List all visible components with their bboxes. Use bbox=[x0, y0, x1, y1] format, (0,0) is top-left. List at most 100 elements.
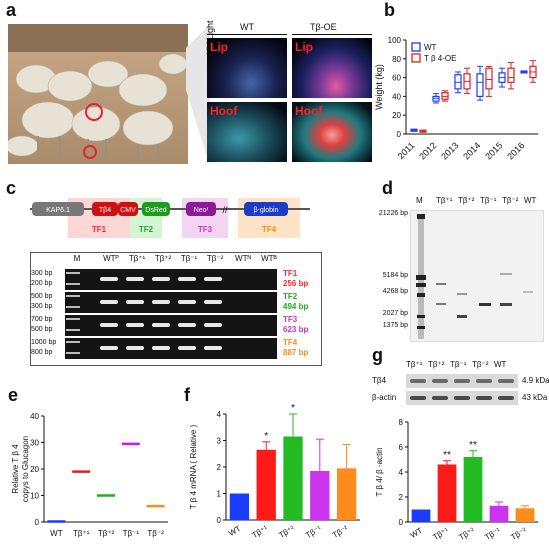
uv-lip-oe: Lip bbox=[292, 38, 372, 98]
x-tick-label: Tβ⁻¹ bbox=[483, 526, 502, 542]
transgene-copy-plot: 0 10 20 30 40 Relative T β 4 copys to Glucagon… bbox=[11, 412, 168, 538]
x-tick-label: Tβ⁺¹ bbox=[431, 526, 450, 542]
x-tick-label: WT bbox=[227, 524, 242, 538]
y-tick-label: 2 bbox=[217, 463, 222, 472]
tf-label: TF1 bbox=[92, 225, 107, 234]
tb4-element bbox=[92, 202, 118, 216]
tf-size: 623 bp bbox=[283, 325, 309, 334]
pcr-band bbox=[178, 300, 196, 304]
bar bbox=[256, 449, 276, 520]
lane-label: Tβ⁻² bbox=[206, 254, 224, 263]
tb4-element-label: Tβ4 bbox=[99, 207, 111, 214]
pcr-band bbox=[152, 300, 170, 304]
legend-label: T β 4-OE bbox=[424, 54, 456, 63]
pcr-band bbox=[100, 346, 118, 350]
ladder-band bbox=[66, 341, 80, 343]
pcr-band bbox=[152, 277, 170, 281]
western-rows: Tβ4 4.9 kDa β-actin 43 kDa bbox=[372, 374, 549, 410]
lane-label: Tβ⁺² bbox=[458, 196, 475, 205]
lane-label: Tβ⁻¹ bbox=[480, 196, 497, 205]
significance-mark: * bbox=[291, 403, 295, 414]
pcr-band bbox=[204, 323, 222, 327]
cmv-element bbox=[118, 202, 138, 216]
hoof-label: Hoof bbox=[210, 104, 238, 118]
x-tick-label: Tβ⁺¹ bbox=[251, 524, 270, 540]
y-tick-label: 0 bbox=[399, 518, 404, 527]
cmv-element-label: CMV bbox=[120, 207, 136, 214]
protein-bar-chart: 0 2 4 6 8 T β 4/ β -actin WT ** Tβ⁺¹ ** Tβ⁺² Tβ⁻¹ Tβ… bbox=[375, 418, 538, 542]
blot-row-label: Tβ4 bbox=[372, 376, 386, 385]
significance-mark: ** bbox=[443, 450, 451, 461]
tf-size: 494 bp bbox=[283, 302, 309, 311]
blot-size: 4.9 kDa bbox=[522, 376, 549, 385]
uv-hoof-oe: Hoof bbox=[292, 102, 372, 162]
lane-label: M bbox=[416, 196, 423, 205]
x-tick-label: Tβ⁻² bbox=[509, 526, 528, 542]
panel-label-g: g bbox=[372, 345, 383, 365]
gel-strip bbox=[65, 315, 277, 336]
lane-label: Tβ⁻² bbox=[472, 360, 489, 369]
goat-herd-photo bbox=[8, 24, 188, 164]
size-marker: 1375 bp bbox=[382, 322, 408, 329]
blot-size: 43 kDa bbox=[522, 393, 548, 402]
y-axis-label: T β 4/ β -actin bbox=[375, 447, 384, 496]
break-mark: // bbox=[222, 205, 228, 215]
panel-label-c: c bbox=[6, 178, 17, 198]
x-tick-label: Tβ⁺² bbox=[457, 526, 476, 542]
ladder-band bbox=[66, 295, 80, 297]
dsred-element-label: DsRed bbox=[145, 207, 167, 214]
bar bbox=[411, 509, 431, 522]
ladder-band bbox=[66, 283, 80, 285]
lane-label: Tβ⁻¹ bbox=[450, 360, 467, 369]
y-tick-label: 20 bbox=[392, 111, 401, 120]
blot-band bbox=[498, 379, 514, 383]
y-tick-label: 3 bbox=[217, 437, 222, 446]
lane-label: WTᴺ bbox=[235, 254, 251, 263]
size-marker: 500 bp bbox=[31, 293, 53, 300]
bar bbox=[437, 464, 457, 522]
y-axis-label: Relative T β 4 bbox=[11, 444, 20, 494]
y-tick-label: 10 bbox=[30, 492, 39, 501]
blot-strip bbox=[406, 391, 518, 405]
western-lane-labels: Tβ⁺¹ Tβ⁺² Tβ⁻¹ Tβ⁻² WT bbox=[406, 360, 516, 372]
pcr-band bbox=[178, 323, 196, 327]
box bbox=[507, 67, 515, 83]
ladder-band bbox=[66, 272, 80, 274]
bar bbox=[515, 508, 535, 522]
tf-label: TF4 bbox=[262, 225, 277, 234]
bar bbox=[229, 493, 250, 520]
lane-label: Tβ⁺² bbox=[154, 254, 172, 263]
pcr-band bbox=[152, 323, 170, 327]
panel-label-b: b bbox=[384, 0, 395, 20]
kap61-element-label: KAP6.1 bbox=[46, 207, 70, 214]
pcr-band bbox=[204, 300, 222, 304]
y-tick-label: 2 bbox=[399, 493, 404, 502]
pcr-band bbox=[126, 346, 144, 350]
blot-band bbox=[454, 396, 470, 400]
blot-band bbox=[432, 379, 448, 383]
box bbox=[476, 73, 484, 97]
y-tick-label: 0 bbox=[397, 130, 402, 139]
pcr-band bbox=[178, 346, 196, 350]
x-tick-label: WT bbox=[409, 526, 424, 540]
size-marker: 700 bp bbox=[31, 316, 53, 323]
tf-size: 887 bp bbox=[283, 348, 309, 357]
neo-element bbox=[186, 202, 216, 216]
y-tick-label: 6 bbox=[399, 443, 404, 452]
y-tick-label: 4 bbox=[399, 468, 404, 477]
x-tick-label: Tβ⁺¹ bbox=[73, 529, 90, 538]
pcr-gel-frame: M WTᴾ Tβ⁺¹ Tβ⁺² Tβ⁻¹ Tβ⁻² WTᴺ WTᴮ 300 bp 200 bp T… bbox=[30, 252, 322, 366]
lane-label: WT bbox=[524, 196, 537, 205]
size-marker: 1000 bp bbox=[31, 339, 57, 346]
x-tick-label: 2014 bbox=[461, 140, 482, 161]
y-tick-label: 8 bbox=[399, 418, 404, 427]
blot-row-label: β-actin bbox=[372, 393, 397, 402]
lane-label: WTᴾ bbox=[103, 254, 119, 263]
x-tick-label: 2012 bbox=[417, 140, 438, 161]
blot-strip bbox=[406, 374, 518, 388]
tf-size: 256 bp bbox=[283, 279, 309, 288]
ladder-band bbox=[66, 329, 80, 331]
col-label-oe: Tβ-OE bbox=[310, 22, 337, 32]
lane-label: Tβ⁻¹ bbox=[180, 254, 198, 263]
panel-label-f: f bbox=[184, 385, 190, 405]
